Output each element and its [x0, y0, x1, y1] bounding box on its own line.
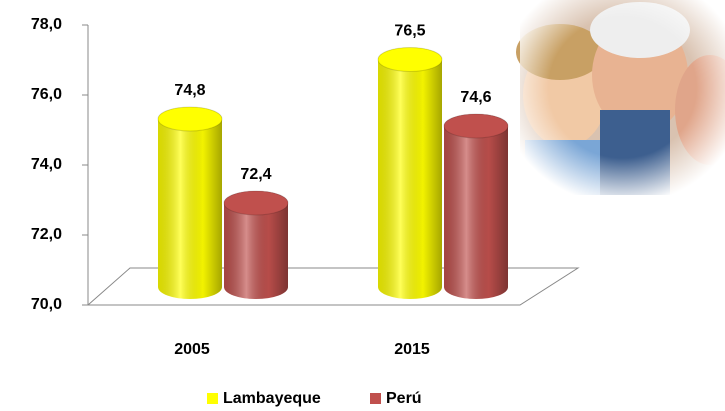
bar-top [223, 190, 289, 216]
legend-label: Lambayeque [223, 390, 321, 407]
value-label: 74,6 [460, 89, 491, 106]
y-tick-label: 72,0 [31, 226, 62, 243]
bar-top [377, 47, 443, 72]
bar-top [443, 113, 509, 139]
bar-shade [224, 191, 288, 299]
legend-key [207, 393, 218, 404]
legend-label: Perú [386, 390, 422, 407]
bar-shade [158, 107, 222, 299]
legend-key [370, 393, 381, 404]
y-tick-label: 76,0 [31, 86, 62, 103]
bar-shade [378, 47, 442, 299]
y-tick-label: 78,0 [31, 16, 62, 33]
photo [516, 0, 725, 195]
value-label: 72,4 [240, 166, 271, 183]
x-tick-label: 2005 [174, 341, 210, 358]
y-tick-label: 74,0 [31, 156, 62, 173]
y-tick-label: 70,0 [31, 296, 62, 313]
value-label: 74,8 [174, 82, 205, 99]
x-tick-label: 2015 [394, 341, 430, 358]
bar-shade [444, 114, 508, 299]
bar-top [157, 106, 223, 132]
value-label: 76,5 [394, 23, 425, 40]
